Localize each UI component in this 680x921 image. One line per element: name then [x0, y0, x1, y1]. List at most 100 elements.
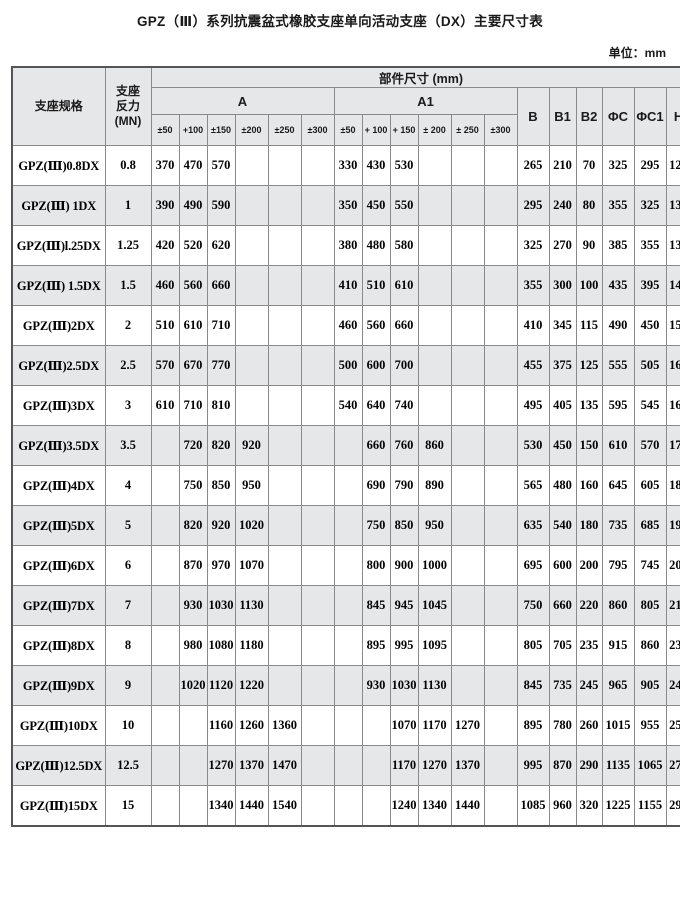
- cell-a-5: [300, 265, 335, 306]
- cell-a1-4: [450, 465, 485, 506]
- header-group-a1: A1: [333, 87, 518, 115]
- cell-a-1: [178, 785, 208, 827]
- header-tol-a1-3: ± 200: [417, 114, 452, 146]
- header-dim-b1: B1: [548, 87, 577, 146]
- cell-a-1: 470: [178, 145, 208, 186]
- cell-a1-3: 1095: [417, 625, 452, 666]
- cell-spec-name: GPZ(Ⅲ)5DX: [11, 505, 106, 546]
- cell-a1-5: [483, 705, 518, 746]
- cell-a-1: 720: [178, 425, 208, 466]
- cell-a1-3: [417, 385, 452, 426]
- cell-a-4: 1360: [267, 705, 302, 746]
- cell-c1: 685: [633, 505, 667, 546]
- cell-reaction: 12.5: [104, 745, 152, 786]
- cell-a1-1: 800: [361, 545, 391, 586]
- cell-a1-4: [450, 505, 485, 546]
- cell-b: 530: [516, 425, 550, 466]
- cell-a-0: [150, 425, 180, 466]
- cell-b: 895: [516, 705, 550, 746]
- header-tol-a1-1: + 100: [361, 114, 391, 146]
- cell-a1-0: [333, 425, 363, 466]
- cell-spec-name: GPZ(Ⅲ) 1.5DX: [11, 265, 106, 306]
- header-tol-a-3: ±200: [234, 114, 269, 146]
- cell-spec-name: GPZ(Ⅲ)2.5DX: [11, 345, 106, 386]
- cell-b: 995: [516, 745, 550, 786]
- cell-a1-4: [450, 305, 485, 346]
- cell-spec-name: GPZ(Ⅲ)3.5DX: [11, 425, 106, 466]
- cell-b1: 210: [548, 145, 577, 186]
- cell-a-4: [267, 585, 302, 626]
- cell-reaction: 7: [104, 585, 152, 626]
- cell-a1-5: [483, 305, 518, 346]
- cell-a1-3: [417, 145, 452, 186]
- cell-b2: 160: [575, 465, 603, 506]
- cell-a1-3: [417, 225, 452, 266]
- cell-a1-1: 510: [361, 265, 391, 306]
- cell-a1-1: 640: [361, 385, 391, 426]
- cell-a-5: [300, 505, 335, 546]
- cell-a1-1: 450: [361, 185, 391, 226]
- cell-a1-0: [333, 625, 363, 666]
- cell-b1: 450: [548, 425, 577, 466]
- cell-c1: 1155: [633, 785, 667, 827]
- cell-b: 695: [516, 545, 550, 586]
- cell-h: 205: [665, 545, 680, 586]
- cell-c1: 860: [633, 625, 667, 666]
- cell-a-0: 460: [150, 265, 180, 306]
- cell-a1-4: [450, 265, 485, 306]
- cell-a1-0: [333, 545, 363, 586]
- cell-a-5: [300, 625, 335, 666]
- cell-b1: 870: [548, 745, 577, 786]
- cell-a-2: 570: [206, 145, 236, 186]
- cell-a1-3: 1270: [417, 745, 452, 786]
- cell-b: 265: [516, 145, 550, 186]
- cell-c1: 395: [633, 265, 667, 306]
- header-reaction-line2: 反力: [115, 99, 140, 113]
- table-row: GPZ(Ⅲ) 1DX 1 390 490 590 350 450 550 295 240 80 355…: [11, 185, 680, 226]
- cell-b: 455: [516, 345, 550, 386]
- cell-reaction: 1.25: [104, 225, 152, 266]
- cell-a-3: [234, 225, 269, 266]
- cell-a-4: [267, 625, 302, 666]
- cell-h: 145: [665, 265, 680, 306]
- cell-a-3: [234, 305, 269, 346]
- cell-a1-1: [361, 745, 391, 786]
- cell-b: 410: [516, 305, 550, 346]
- header-tol-a-4: ±250: [267, 114, 302, 146]
- header-group-a: A: [150, 87, 335, 115]
- cell-a-4: [267, 145, 302, 186]
- header-component-dimensions: 部件尺寸 (mm): [150, 66, 680, 88]
- cell-b1: 705: [548, 625, 577, 666]
- cell-a1-2: 995: [389, 625, 419, 666]
- cell-a1-0: 460: [333, 305, 363, 346]
- cell-h: 150: [665, 305, 680, 346]
- table-row: GPZ(Ⅲ)4DX 4 750 850 950 690 790 890 565 480 160 645…: [11, 465, 680, 506]
- cell-a-2: 590: [206, 185, 236, 226]
- cell-reaction: 1.5: [104, 265, 152, 306]
- cell-a-3: 1130: [234, 585, 269, 626]
- cell-a-3: [234, 345, 269, 386]
- cell-a1-2: 1070: [389, 705, 419, 746]
- cell-c1: 745: [633, 545, 667, 586]
- cell-b1: 735: [548, 665, 577, 706]
- cell-a-5: [300, 465, 335, 506]
- cell-a-0: [150, 585, 180, 626]
- cell-a1-0: 350: [333, 185, 363, 226]
- cell-a1-5: [483, 465, 518, 506]
- cell-a-1: 490: [178, 185, 208, 226]
- cell-b2: 180: [575, 505, 603, 546]
- cell-c: 355: [601, 185, 635, 226]
- cell-a1-5: [483, 185, 518, 226]
- cell-b: 805: [516, 625, 550, 666]
- cell-a-3: 1260: [234, 705, 269, 746]
- cell-a-1: 1020: [178, 665, 208, 706]
- cell-a-4: [267, 345, 302, 386]
- cell-a-4: [267, 425, 302, 466]
- cell-a-0: [150, 785, 180, 827]
- cell-b2: 70: [575, 145, 603, 186]
- header-tol-a1-4: ± 250: [450, 114, 485, 146]
- table-row: GPZ(Ⅲ)5DX 5 820 920 1020 750 850 950 635 540 180 73…: [11, 505, 680, 546]
- cell-c: 1135: [601, 745, 635, 786]
- cell-c1: 545: [633, 385, 667, 426]
- cell-a1-4: [450, 225, 485, 266]
